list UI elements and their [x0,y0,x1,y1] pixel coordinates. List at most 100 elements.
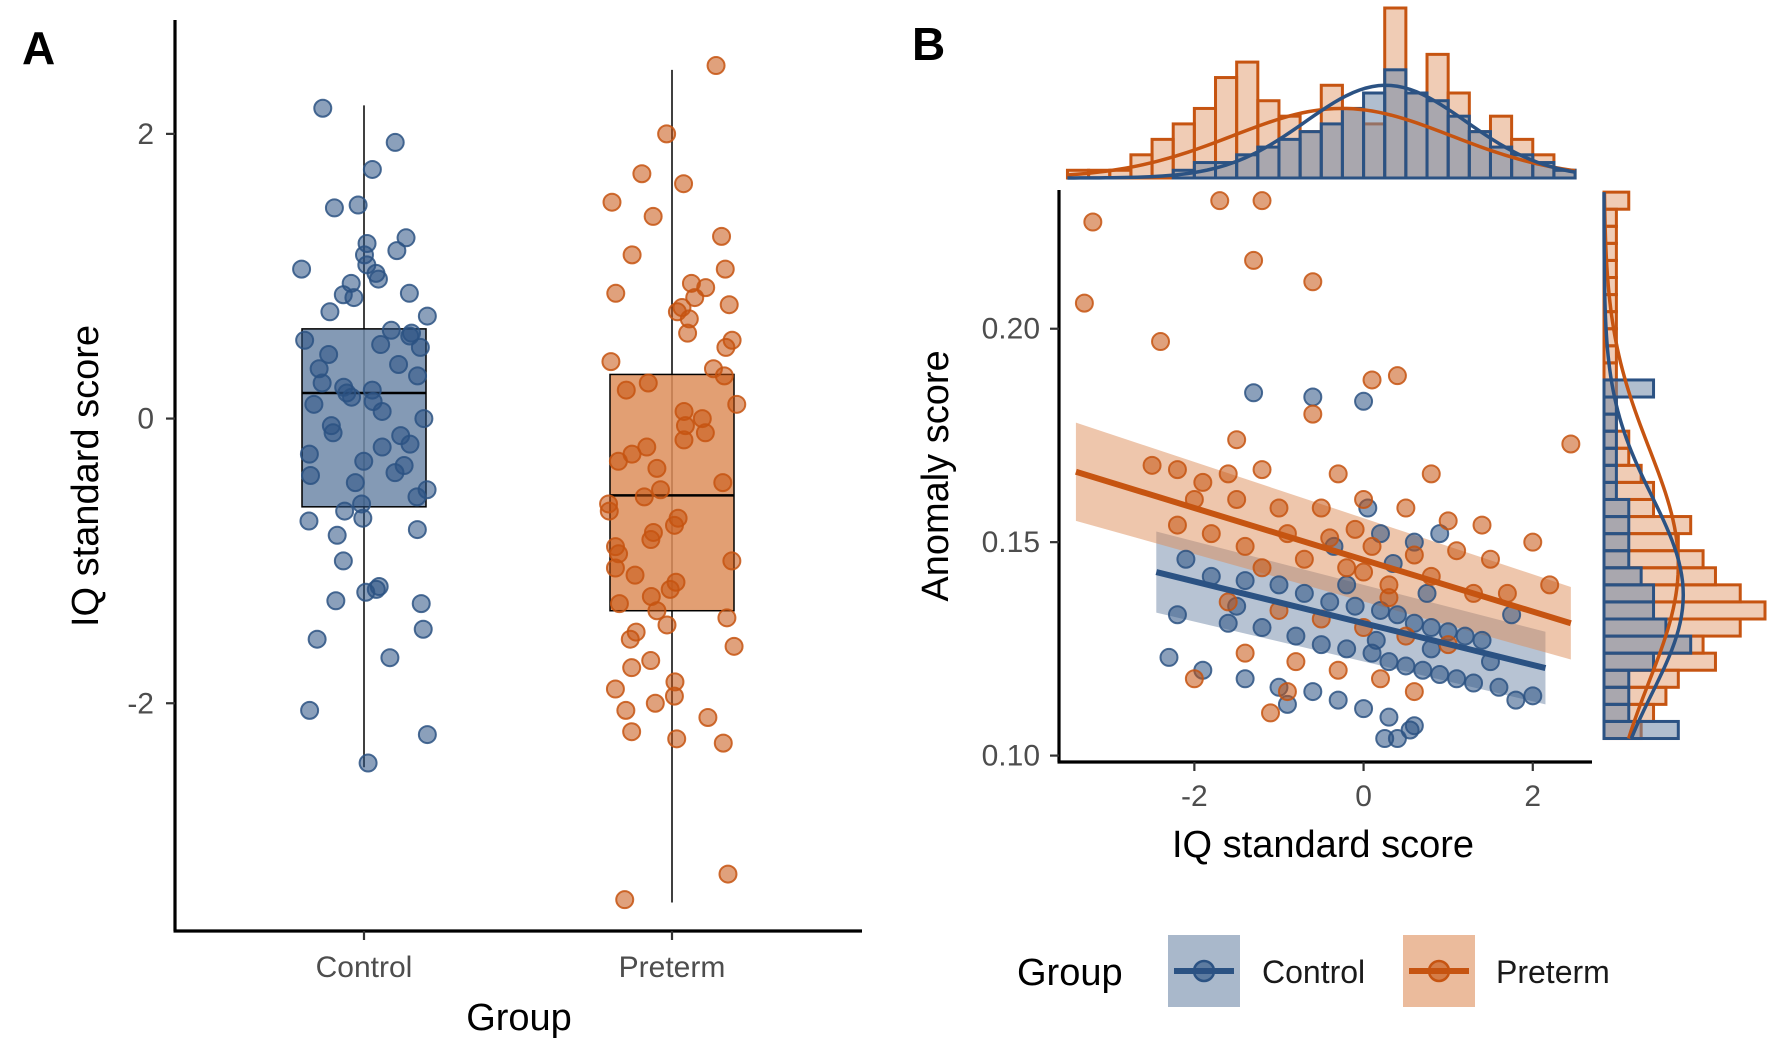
legend: Group Control Preterm [1017,935,1610,1007]
panel-a-point-control [368,269,388,289]
panel-b-point-control [1400,720,1420,740]
panel-b-point-preterm [1303,404,1323,424]
panel-a-point-preterm [606,283,626,303]
marginal-y-bar-control [1602,600,1656,621]
panel-a-point-control [320,302,340,322]
panel-a-point-control [411,594,431,614]
panel-b-ytick-label: 0.15 [982,526,1040,559]
legend-key-control-point [1192,959,1216,983]
panel-a-point-control [319,345,339,365]
panel-a-ytick-label: 0 [137,403,154,436]
legend-label-preterm: Preterm [1496,954,1610,990]
marginal-y-bar-control [1602,497,1631,519]
panel-a-point-preterm [651,480,671,500]
panel-b-right-marginal-histogram [1602,190,1767,741]
panel-b-point-preterm [1083,212,1103,232]
panel-a-point-preterm [715,259,735,279]
panel-letter-a: A [22,22,55,74]
panel-a-point-control [385,463,405,483]
panel-a-point-preterm [657,124,677,144]
panel-b-point-preterm [1438,511,1458,531]
panel-a-point-control [381,320,401,340]
panel-b-point-preterm [1421,464,1441,484]
panel-a-boxplot: 2 0 -2 Control Preterm Group IQ standard… [65,20,862,1039]
panel-a-y-title: IQ standard score [65,325,107,627]
panel-b-xtick-label: 2 [1524,780,1541,813]
panel-b-point-control [1379,707,1399,727]
marginal-x-bar-control [1404,91,1429,180]
panel-a-x-title: Group [466,997,572,1039]
marginal-y-bar-control [1602,532,1631,553]
panel-b-point-preterm [1396,498,1416,518]
panel-b-point-control [1328,690,1348,710]
panel-a-point-preterm [647,601,667,621]
panel-b-ytick-label: 0.20 [982,313,1040,346]
panel-b-point-preterm [1404,682,1424,702]
panel-a-y-ticks: 2 0 -2 [127,118,175,720]
legend-label-control: Control [1262,954,1365,990]
panel-b-point-control [1387,605,1407,625]
panel-b-points [1074,191,1581,749]
panel-b-point-control [1396,656,1416,676]
panel-b-x-ticks: -2 0 2 [1181,762,1541,813]
panel-a-point-preterm [638,373,658,393]
marginal-y-bar-control [1602,515,1631,536]
panel-a-point-control [335,501,355,521]
panel-b-point-preterm [1252,460,1272,480]
panel-a-point-preterm [657,615,677,635]
marginal-y-bar-control [1602,685,1631,706]
panel-b-point-preterm [1261,703,1281,723]
panel-a-point-preterm [724,636,744,656]
panel-b-point-preterm [1370,669,1390,689]
panel-b-point-control [1506,690,1526,710]
panel-b-point-control [1159,647,1179,667]
marginal-x-bar-control [1446,114,1471,180]
panel-b-point-preterm [1354,489,1374,509]
panel-b-point-control [1421,618,1441,638]
panel-a-point-preterm [698,707,718,727]
panel-a-point-preterm [719,295,739,315]
panel-b-point-preterm [1074,293,1094,313]
panel-a-point-preterm [616,380,636,400]
panel-b-point-preterm [1337,558,1357,578]
marginal-x-bar-control [1277,137,1302,180]
panel-b-point-control [1244,383,1264,403]
panel-a-point-control [414,409,434,429]
panel-b-point-preterm [1387,366,1407,386]
panel-a-point-preterm [718,864,738,884]
panel-b-point-preterm [1379,588,1399,608]
panel-a-point-control [371,335,391,355]
panel-b-point-control [1294,583,1314,603]
panel-a-point-control [387,241,407,261]
panel-a-point-control [417,306,437,326]
panel-a-point-preterm [605,558,625,578]
panel-b-fit-line-control [1155,569,1547,672]
panel-a-point-preterm [706,56,726,76]
panel-b-point-preterm [1480,549,1500,569]
panel-a-point-control [400,326,420,346]
panel-b-point-preterm [1362,370,1382,390]
panel-a-x-ticks: Control Preterm [316,931,725,984]
panel-a-point-preterm [674,430,694,450]
panel-a-point-control [300,700,320,720]
marginal-y-density-control [1602,192,1686,740]
panel-b-point-preterm [1252,558,1272,578]
panel-a-point-preterm [664,686,684,706]
panel-b-point-control [1354,699,1374,719]
panel-b-point-control [1167,605,1187,625]
marginal-y-density-preterm [1602,192,1681,740]
panel-b-point-control [1447,669,1467,689]
panel-a-point-control [348,195,368,215]
panel-a-point-control [385,132,405,152]
panel-a-point-preterm [674,174,694,194]
panel-b-point-preterm [1235,536,1255,556]
marginal-y-bar-control [1602,549,1631,570]
panel-a-point-control [354,451,374,471]
panel-a-point-preterm [641,651,661,671]
panel-b-point-preterm [1320,528,1340,548]
panel-a-point-control [417,725,437,745]
panel-a-point-control [396,228,416,248]
marginal-y-bar-control [1602,480,1618,501]
marginal-y-bar-control [1602,446,1618,467]
panel-b-point-preterm [1362,536,1382,556]
